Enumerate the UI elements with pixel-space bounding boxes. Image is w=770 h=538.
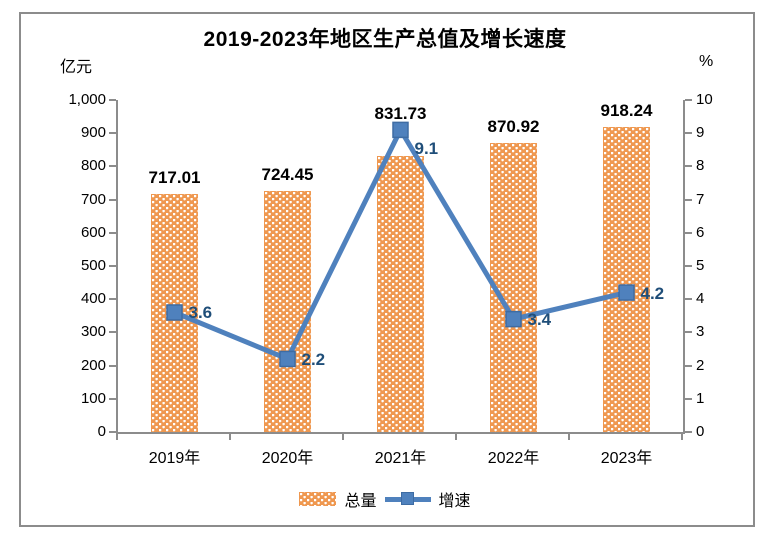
bar-value-label: 724.45: [261, 165, 314, 185]
y-axis-right-tick: [685, 431, 692, 433]
y-axis-right-tick-label: 8: [696, 157, 705, 175]
y-axis-right-tick: [685, 364, 692, 367]
x-axis-tick: [455, 432, 457, 440]
x-axis-tick: [229, 432, 231, 440]
y-axis-right-tick-label: 0: [696, 423, 705, 440]
y-axis-left-tick: [109, 99, 116, 101]
y-axis-left-tick-label: 200: [80, 356, 106, 374]
bar-value-label: 870.92: [487, 116, 540, 136]
y-axis-left-tick-label: 500: [80, 257, 106, 274]
gdp-bar: [264, 191, 311, 432]
y-axis-right-tick-label: 2: [696, 356, 705, 374]
y-axis-right: [683, 100, 685, 434]
bar-value-label: 717.01: [148, 167, 201, 187]
growth-line-marker: [166, 304, 183, 321]
y-axis-left-tick: [109, 364, 116, 367]
y-axis-left-tick: [109, 298, 116, 301]
y-axis-left-tick-label: 100: [80, 389, 106, 407]
bar-value-label: 918.24: [600, 101, 653, 121]
y-axis-left-tick-label: 400: [80, 290, 106, 308]
y-axis-left-tick-label: 700: [80, 190, 106, 208]
legend-label-line: 增速: [438, 493, 471, 510]
growth-line-marker: [279, 350, 296, 368]
y-axis-left-tick-label: 900: [80, 124, 106, 142]
y-axis-right-tick: [685, 231, 692, 234]
gdp-bar: [490, 142, 537, 432]
y-axis-right-tick: [685, 165, 692, 168]
growth-line-marker: [392, 121, 409, 139]
y-axis-right-tick-label: 9: [696, 124, 705, 142]
legend: 总量 增速: [0, 486, 770, 512]
y-axis-right-tick: [685, 331, 692, 334]
y-axis-left-tick: [109, 265, 116, 267]
line-value-label: 3.4: [527, 310, 552, 330]
y-axis-right-tick: [685, 198, 692, 201]
y-axis-right-tick-label: 4: [696, 290, 705, 308]
line-value-label: 2.2: [301, 349, 326, 369]
growth-line-chart: [166, 121, 635, 368]
x-axis-category-label: 2022年: [487, 450, 540, 467]
legend-bar-swatch: [299, 492, 337, 506]
line-value-label: 4.2: [640, 283, 665, 303]
y-axis-left-tick-label: 1,000: [68, 91, 106, 108]
x-axis-category-label: 2023年: [600, 450, 653, 467]
right-axis-unit-label: %: [699, 53, 714, 70]
gdp-bar: [377, 155, 424, 432]
y-axis-left-tick-label: 800: [80, 157, 106, 175]
legend-line-marker: [400, 492, 414, 505]
y-axis-right-tick-label: 3: [696, 323, 705, 341]
y-axis-left-tick: [109, 331, 116, 334]
growth-line-path: [173, 124, 628, 363]
x-axis-tick: [116, 432, 118, 440]
y-axis-right-tick: [685, 132, 692, 135]
y-axis-left-tick: [109, 165, 116, 168]
bar-value-label: 831.73: [374, 103, 427, 123]
y-axis-left-tick: [109, 132, 116, 135]
y-axis-right-tick: [685, 265, 692, 267]
y-axis-left: [116, 100, 118, 434]
y-axis-right-tick: [685, 397, 692, 400]
y-axis-left-tick-label: 600: [80, 223, 106, 241]
x-axis-category-label: 2019年: [148, 450, 201, 467]
y-axis-right-tick-label: 5: [696, 257, 705, 274]
y-axis-right-tick: [685, 298, 692, 301]
y-axis-left-tick-label: 300: [80, 323, 106, 341]
x-axis-category-label: 2020年: [261, 450, 314, 467]
line-value-label: 3.6: [188, 303, 213, 323]
y-axis-right-tick-label: 10: [696, 91, 713, 108]
x-axis-category-label: 2021年: [374, 450, 427, 467]
x-axis-tick: [568, 432, 570, 440]
left-axis-unit-label: 亿元: [60, 59, 93, 76]
line-value-label: 9.1: [414, 138, 439, 158]
y-axis-left-tick: [109, 431, 116, 433]
x-axis-tick: [681, 432, 683, 440]
y-axis-left-tick: [109, 397, 116, 400]
y-axis-left-tick-label: 0: [97, 423, 106, 440]
legend-line-swatch: [384, 491, 431, 507]
legend-label-bars: 总量: [344, 493, 377, 510]
chart-title: 2019-2023年地区生产总值及增长速度: [203, 28, 567, 51]
y-axis-right-tick-label: 1: [696, 389, 705, 407]
y-axis-left-tick: [109, 231, 116, 234]
growth-line-marker: [505, 310, 522, 328]
y-axis-right-tick: [685, 99, 692, 101]
y-axis-right-tick-label: 7: [696, 190, 705, 208]
x-axis-tick: [342, 432, 344, 440]
gdp-bar: [603, 127, 650, 432]
y-axis-left-tick: [109, 198, 116, 201]
x-axis: [116, 432, 685, 434]
y-axis-right-tick-label: 6: [696, 223, 705, 241]
growth-line-marker: [618, 284, 635, 301]
